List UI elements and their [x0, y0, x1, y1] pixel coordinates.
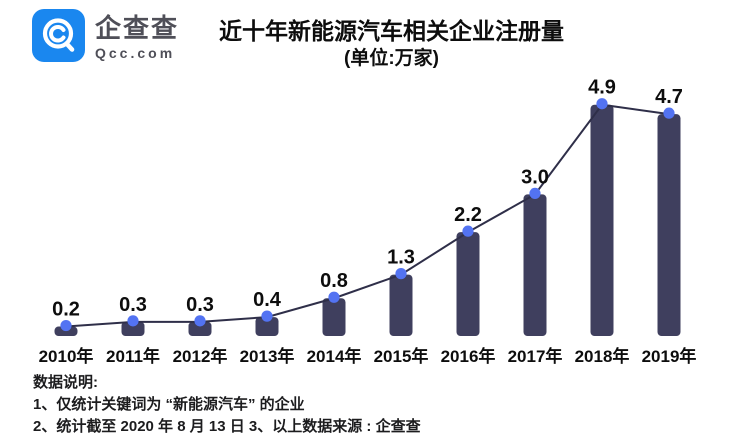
x-axis-label: 2013年: [240, 346, 295, 366]
bar: [54, 326, 78, 336]
chart-unit-subtitle: (单位:万家): [344, 48, 439, 69]
bar: [523, 194, 547, 336]
value-label: 4.9: [588, 77, 616, 99]
data-point-marker: [261, 310, 273, 322]
data-point-marker: [328, 291, 340, 303]
x-axis-label: 2012年: [173, 346, 228, 366]
chart-title: 近十年新能源汽车相关企业注册量: [219, 18, 564, 44]
bar: [188, 321, 212, 336]
brand-logo: 企查查 Qcc.com: [32, 9, 179, 62]
value-label: 1.3: [387, 247, 415, 269]
data-point-marker: [127, 315, 139, 327]
x-axis-label: 2017年: [508, 346, 563, 366]
data-point-marker: [395, 268, 407, 280]
chart-title-block: 近十年新能源汽车相关企业注册量 (单位:万家): [100, 17, 683, 71]
value-label: 2.2: [454, 204, 482, 226]
x-axis-label: 2011年: [106, 346, 160, 366]
data-point-marker: [60, 319, 72, 332]
bar: [121, 321, 145, 336]
notes-line-2: 2、统计截至 2020 年 8 月 13 日 3、以上数据来源 : 企查查: [33, 418, 421, 435]
bar: [322, 298, 346, 336]
data-point-marker: [663, 107, 675, 119]
brand-text: 企查查 Qcc.com: [95, 9, 179, 61]
qcc-logo-icon: [32, 9, 85, 62]
x-axis-label: 2018年: [575, 346, 630, 366]
bar: [590, 104, 614, 336]
x-axis-label: 2019年: [642, 346, 697, 366]
value-label: 0.3: [119, 294, 147, 316]
value-label: 0.4: [253, 289, 282, 311]
notes-block: 数据说明: 1、仅统计关键词为 “新能源汽车” 的企业 2、统计截至 2020 …: [33, 372, 421, 438]
brand-domain: Qcc.com: [95, 45, 176, 61]
bar: [389, 274, 413, 336]
x-axis-label: 2010年: [39, 346, 94, 366]
data-point-marker: [462, 225, 474, 237]
line-series: [65, 103, 670, 328]
data-point-marker: [596, 98, 608, 110]
value-label: 0.8: [320, 270, 348, 292]
x-axis-label: 2016年: [441, 346, 496, 366]
data-point-marker: [194, 315, 206, 327]
bar: [456, 232, 480, 336]
bar: [657, 114, 681, 336]
x-axis-label: 2014年: [307, 346, 362, 366]
value-label: 3.0: [521, 166, 549, 188]
x-axis-label: 2015年: [374, 346, 429, 366]
brand-name: 企查查: [95, 13, 180, 43]
value-label: 0.2: [52, 299, 80, 321]
value-label: 0.3: [186, 294, 214, 316]
data-point-marker: [529, 187, 541, 199]
notes-line-1: 1、仅统计关键词为 “新能源汽车” 的企业: [33, 396, 305, 413]
notes-heading: 数据说明:: [33, 374, 98, 391]
bar: [255, 317, 279, 336]
value-label: 4.7: [655, 86, 683, 108]
